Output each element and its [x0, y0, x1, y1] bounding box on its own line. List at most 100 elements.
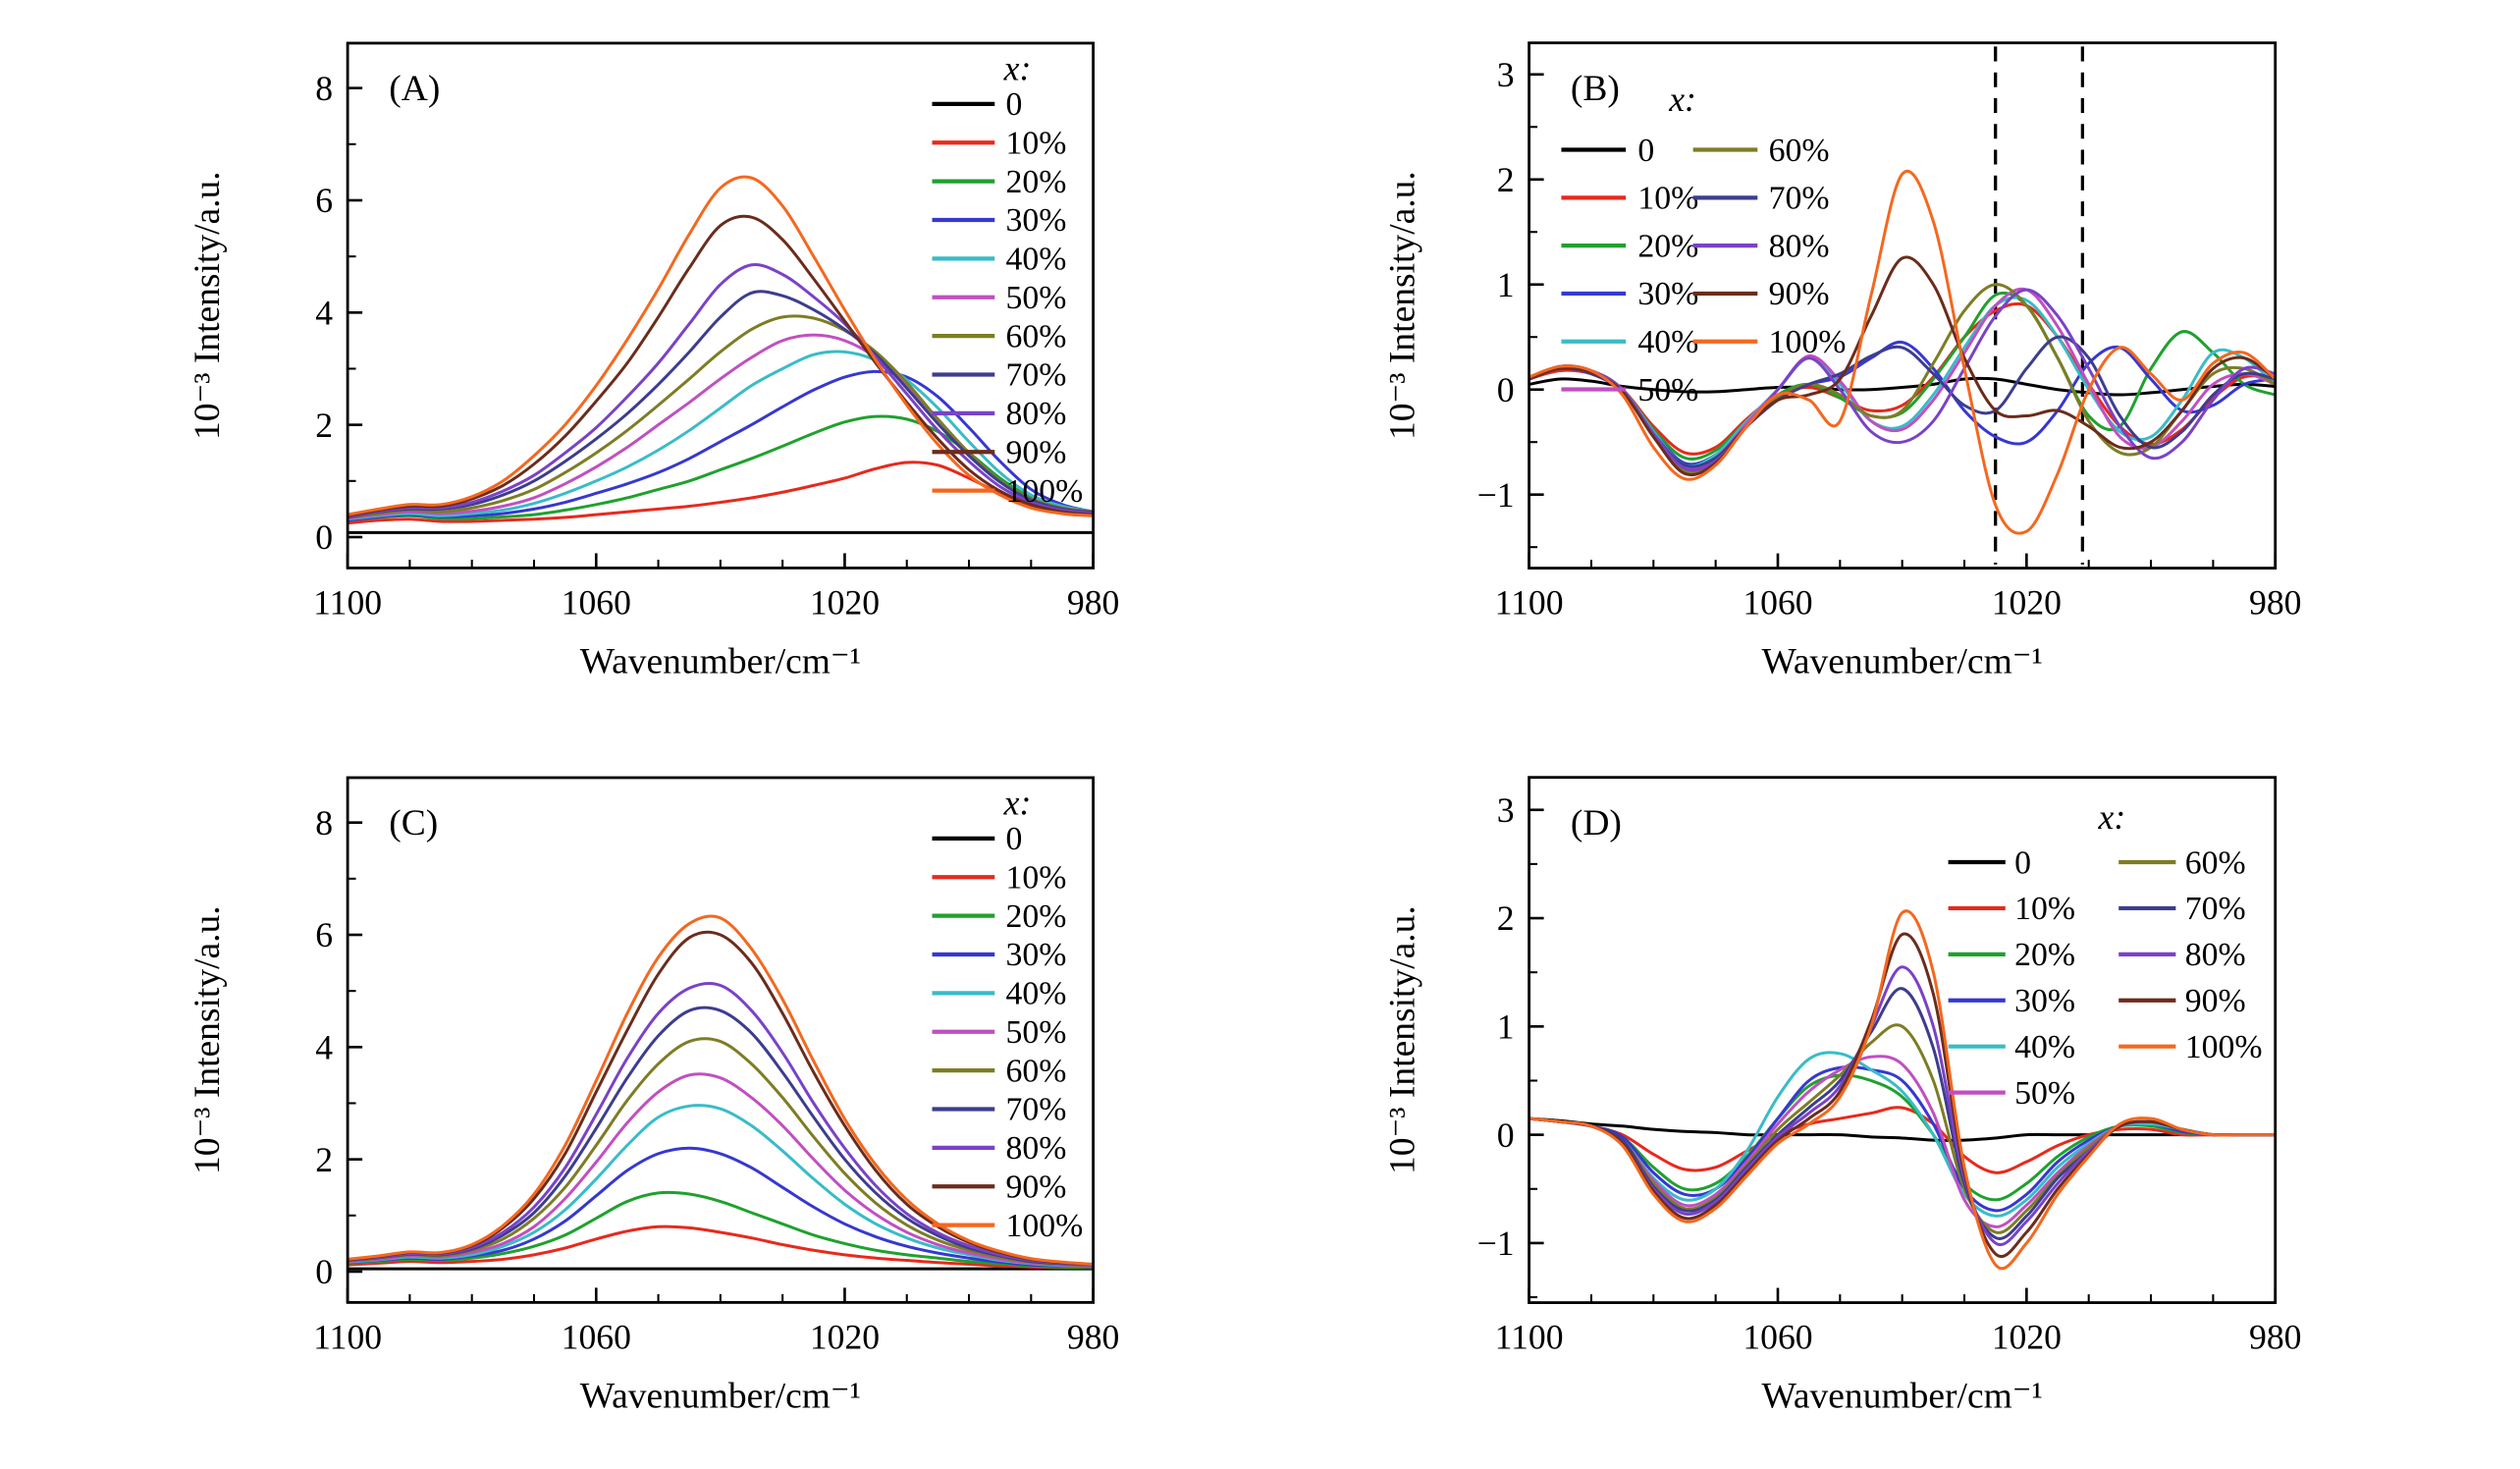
legend-label-20%: 20%	[1006, 898, 1067, 935]
series-line-70%	[348, 1006, 1094, 1267]
legend-label-70%: 70%	[1769, 181, 1830, 217]
panel-B: 1100 1060 1020 980 −1 0 1 2 3 (B) Wavenumber/cm⁻¹ 1…	[1299, 16, 2481, 719]
series-line-60%	[348, 314, 1094, 519]
series-line-10%	[348, 1224, 1094, 1270]
x-tick-label: 1020	[810, 1317, 880, 1356]
legend-title: x:	[1668, 80, 1696, 119]
legend-label-0: 0	[1637, 133, 1654, 169]
legend-label-50%: 50%	[2014, 1075, 2075, 1112]
panel-letter: (D)	[1571, 803, 1622, 843]
x-tick-label: 1020	[810, 582, 880, 622]
plot-frame	[346, 41, 1096, 570]
legend-label-40%: 40%	[1637, 324, 1698, 360]
legend-label-30%: 30%	[1006, 202, 1067, 239]
series-line-0	[1528, 1116, 2276, 1142]
legend-label-70%: 70%	[1006, 1092, 1067, 1128]
panel-D-chart: 1100 1060 1020 980 −1 0 1 2 3 (D) Wavenumber/cm⁻¹ 1…	[1382, 776, 2302, 1417]
x-tick-label: 980	[2249, 1317, 2301, 1356]
legend-label-80%: 80%	[1769, 228, 1830, 264]
legend-label-40%: 40%	[1006, 242, 1067, 278]
legend-label-40%: 40%	[1006, 976, 1067, 1012]
legend-label-60%: 60%	[1006, 318, 1067, 354]
series-line-100%	[348, 175, 1094, 517]
y-axis-title: 10⁻³ Intensity/a.u.	[188, 171, 228, 440]
y-tick-label: 8	[315, 69, 333, 108]
x-tick-label: 980	[1067, 582, 1119, 622]
series-line-80%	[1528, 288, 2276, 472]
legend-label-0: 0	[1006, 821, 1023, 857]
series-line-90%	[348, 930, 1094, 1266]
legend-label-80%: 80%	[1006, 396, 1067, 432]
legend-label-90%: 90%	[1769, 276, 1830, 312]
series-group	[1528, 909, 2276, 1271]
series-line-90%	[1528, 255, 2276, 477]
series-line-10%	[1528, 301, 2276, 456]
y-tick-label: 2	[1497, 160, 1515, 199]
legend-title: x:	[1003, 783, 1032, 822]
series-line-70%	[348, 290, 1094, 519]
legend-label-30%: 30%	[1637, 276, 1698, 312]
y-tick-label: 3	[1497, 55, 1515, 94]
panel-C-chart: 1100 1060 1020 980 0 2 4 6 8 (C) Wavenumber/cm⁻¹ 10…	[188, 776, 1119, 1416]
legend: x: 0 10% 20% 30% 40% 50% 60% 70% 80% 90% 100%	[1561, 80, 1846, 408]
legend-label-30%: 30%	[2014, 983, 2075, 1019]
legend-label-70%: 70%	[2185, 891, 2246, 927]
legend-label-80%: 80%	[2185, 937, 2246, 973]
y-tick-label: 4	[315, 294, 333, 333]
axes: 1100 1060 1020 980 −1 0 1 2 3	[1477, 55, 2302, 623]
legend-label-10%: 10%	[1637, 181, 1698, 217]
y-axis-title: 10⁻³ Intensity/a.u.	[188, 905, 228, 1174]
series-line-80%	[348, 981, 1094, 1267]
series-line-0	[1528, 376, 2276, 397]
y-tick-label: 2	[315, 1140, 333, 1179]
legend-label-90%: 90%	[1006, 435, 1067, 471]
y-tick-label: 0	[315, 1252, 333, 1291]
x-tick-label: 980	[2249, 582, 2301, 622]
series-line-10%	[1528, 1106, 2276, 1174]
y-tick-label: 3	[1497, 790, 1515, 830]
legend-label-20%: 20%	[2014, 937, 2075, 973]
legend-title: x:	[1003, 48, 1032, 87]
legend-label-10%: 10%	[1006, 125, 1067, 161]
series-line-40%	[348, 1104, 1094, 1268]
series-group	[348, 914, 1094, 1271]
x-tick-label: 1100	[313, 1317, 382, 1356]
series-line-80%	[1528, 965, 2276, 1247]
panel-letter: (A)	[389, 69, 440, 109]
legend-label-70%: 70%	[1006, 357, 1067, 394]
legend-label-20%: 20%	[1637, 228, 1698, 264]
legend-label-50%: 50%	[1006, 280, 1067, 316]
legend-label-60%: 60%	[2185, 844, 2246, 881]
y-tick-label: −1	[1477, 475, 1515, 515]
plot-frame	[1528, 41, 2278, 570]
legend-label-60%: 60%	[1769, 133, 1830, 169]
legend-label-10%: 10%	[1006, 859, 1067, 896]
legend-label-80%: 80%	[1006, 1130, 1067, 1167]
legend-label-40%: 40%	[2014, 1029, 2075, 1065]
series-line-90%	[1528, 932, 2276, 1258]
x-axis-title: Wavenumber/cm⁻¹	[1761, 1377, 2042, 1417]
legend-label-0: 0	[2014, 844, 2031, 881]
legend-label-100%: 100%	[1769, 324, 1847, 360]
axes: 1100 1060 1020 980 0 2 4 6 8	[313, 803, 1119, 1356]
x-tick-label: 1020	[1992, 1317, 2062, 1356]
legend-label-50%: 50%	[1006, 1014, 1067, 1051]
x-tick-label: 1100	[1495, 1317, 1564, 1356]
legend: x:010%20%30%40%50%60%70%80%90%100%	[932, 48, 1083, 510]
series-line-100%	[1528, 170, 2276, 535]
x-tick-label: 1060	[1743, 582, 1812, 622]
series-line-80%	[348, 262, 1094, 518]
legend-label-100%: 100%	[1006, 1208, 1084, 1244]
y-tick-label: 0	[1497, 370, 1515, 409]
x-axis-title: Wavenumber/cm⁻¹	[580, 1376, 861, 1416]
legend-label-10%: 10%	[2014, 891, 2075, 927]
legend: x:010%20%30%40%50%60%70%80%90%100%	[1948, 797, 2263, 1112]
legend: x:010%20%30%40%50%60%70%80%90%100%	[932, 783, 1084, 1244]
axes: 1100 1060 1020 980 −1 0 1 2 3	[1477, 790, 2302, 1357]
series-line-100%	[1528, 909, 2276, 1271]
legend-label-50%: 50%	[1637, 372, 1698, 408]
series-line-40%	[1528, 1051, 2276, 1218]
legend-label-100%: 100%	[2185, 1029, 2263, 1065]
panel-letter: (B)	[1571, 69, 1620, 109]
